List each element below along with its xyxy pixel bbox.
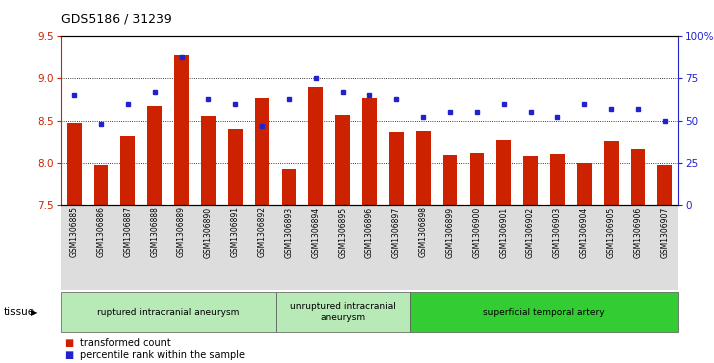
Bar — [201, 117, 216, 205]
Bar — [604, 141, 618, 205]
Bar — [174, 55, 189, 205]
Text: ■: ■ — [64, 350, 74, 360]
Bar — [416, 131, 431, 205]
Bar — [66, 123, 81, 205]
Text: ■: ■ — [64, 338, 74, 348]
Bar — [523, 156, 538, 205]
Bar — [389, 132, 403, 205]
Text: transformed count: transformed count — [80, 338, 171, 348]
Text: percentile rank within the sample: percentile rank within the sample — [80, 350, 245, 360]
Bar — [255, 98, 269, 205]
Bar — [147, 106, 162, 205]
Bar — [362, 98, 377, 205]
Bar — [496, 140, 511, 205]
Bar — [94, 166, 109, 205]
Bar — [550, 155, 565, 205]
Text: unruptured intracranial
aneurysm: unruptured intracranial aneurysm — [290, 302, 396, 322]
Bar — [470, 153, 484, 205]
Bar — [121, 136, 135, 205]
Bar — [443, 155, 458, 205]
Bar — [308, 87, 323, 205]
Text: ▶: ▶ — [31, 308, 37, 317]
Bar — [336, 115, 350, 205]
Text: tissue: tissue — [4, 307, 35, 317]
Bar — [281, 169, 296, 205]
Text: GDS5186 / 31239: GDS5186 / 31239 — [61, 13, 171, 26]
Bar — [577, 163, 592, 205]
Text: superficial temporal artery: superficial temporal artery — [483, 308, 605, 317]
Text: ruptured intracranial aneurysm: ruptured intracranial aneurysm — [97, 308, 239, 317]
Bar — [630, 148, 645, 205]
Bar — [658, 166, 673, 205]
Bar — [228, 129, 243, 205]
